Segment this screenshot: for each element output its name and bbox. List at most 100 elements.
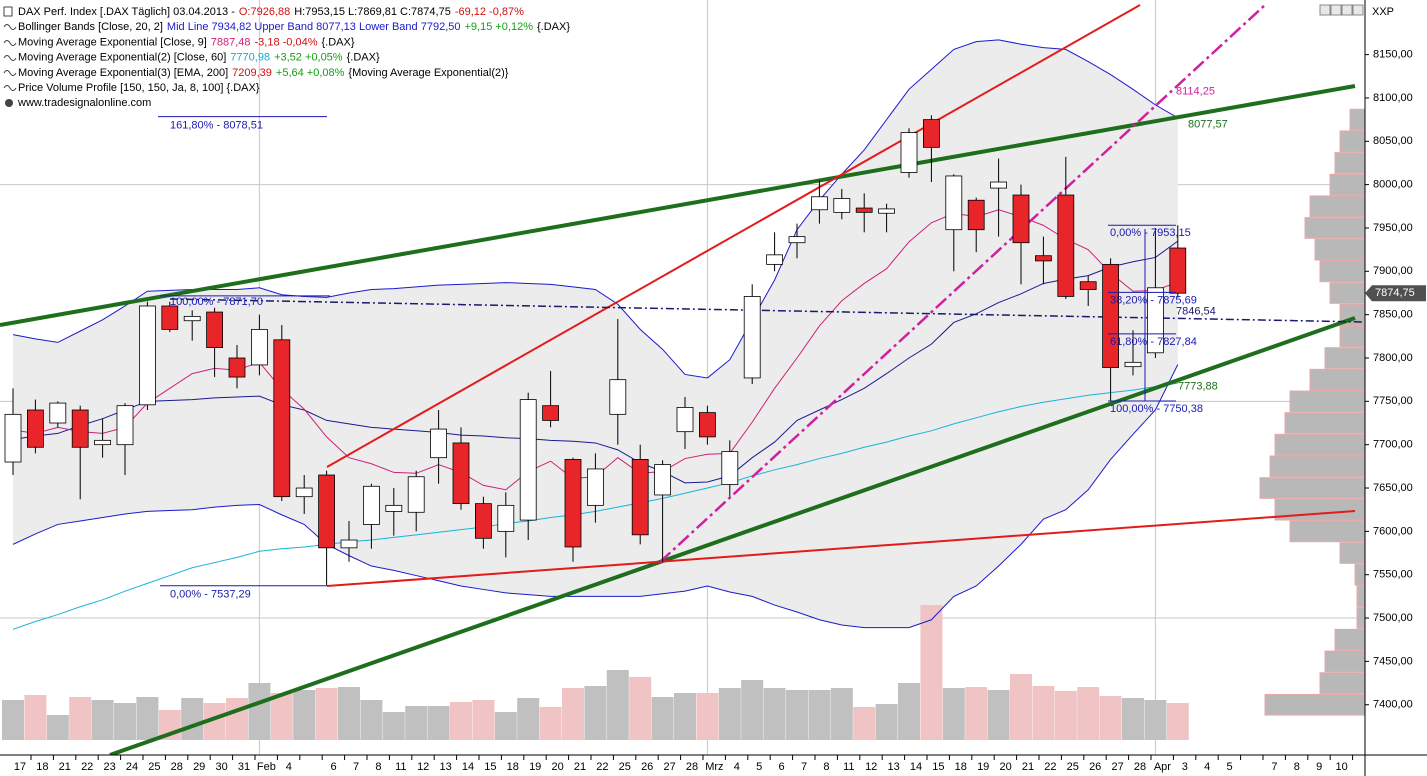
x-tick-label: 15 [932,761,944,773]
last-price-label: 7874,75 [1375,287,1415,299]
annotation: 0,00% - 7537,29 [170,589,251,601]
volume-bar [472,700,495,740]
axis-label: XXP [1372,6,1394,18]
x-tick-label: 21 [59,761,71,773]
legend-text: {Moving Average Exponential(2)} [348,67,508,79]
volume-bar [338,687,360,740]
candle-body [743,296,761,379]
candle-body [1169,247,1187,294]
profile-bar [1349,108,1365,131]
volume-bar [539,707,562,740]
y-tick-label: 7950,00 [1373,222,1413,234]
candle-body [250,328,268,366]
candle-body [94,439,111,446]
candle-body [318,474,336,549]
legend-text: Bollinger Bands [Close, 20, 2] [18,21,163,33]
time-axis-bg [0,755,1427,776]
candle-body [721,451,739,485]
legend-icon [5,99,13,107]
last-price-tag [1365,285,1426,302]
profile-bar [1324,650,1365,673]
candle-body [788,236,806,244]
toolbar-button[interactable] [1352,4,1364,16]
x-tick-label: 9 [1316,761,1322,773]
x-tick-label: 29 [193,761,205,773]
x-tick-label: 17 [14,761,26,773]
x-tick-label: 23 [103,761,115,773]
volume-bar [651,697,674,740]
toolbar-button[interactable] [1330,4,1342,16]
annotation: 100,00% - 7871,70 [170,296,263,308]
volume [2,605,1189,740]
legend-text: 7887,48 [211,36,251,48]
profile-bar [1284,412,1365,434]
trend-line [326,4,1141,468]
candle-body [49,402,67,424]
profile-bar [1309,368,1365,391]
legend-text: DAX Perf. Index [.DAX Täglich] 03.04.201… [18,6,235,18]
profile-bar [1259,477,1365,499]
x-tick-label: 14 [910,761,922,773]
candle-body [833,198,851,213]
x-tick-label: 19 [977,761,989,773]
profile-bar [1334,628,1365,651]
legend-text: -69,12 -0,87% [455,6,524,18]
legend-icon [3,40,17,46]
annotation: 61,80% - 7827,84 [1110,336,1197,348]
x-tick-label: 10 [1335,761,1347,773]
profile-bar [1319,260,1365,283]
x-tick-label: 26 [1089,761,1101,773]
candle-body [811,196,828,211]
x-tick-label: 25 [1067,761,1079,773]
volume-bar [830,688,853,740]
volume-bar [315,688,338,740]
volume-bar [942,688,965,740]
volume-bar [1122,698,1144,740]
legend-line: Moving Average Exponential(2) [Close, 60… [18,52,380,64]
legend-text: {.DAX} [322,36,355,48]
annotation: 100,00% - 7750,38 [1110,403,1203,415]
toolbar[interactable] [1319,4,1364,16]
volume-bar [584,686,607,740]
y-tick-label: 7500,00 [1373,612,1413,624]
y-tick-label: 7450,00 [1373,655,1413,667]
candle-body [990,181,1007,189]
legend-icon [3,24,17,30]
x-tick-label: 7 [1271,761,1277,773]
profile-bar [1339,325,1365,348]
volume-bar [494,712,517,740]
legend-line: Price Volume Profile [150, 150, Ja, 8, 1… [18,82,260,94]
candle-body [676,407,694,433]
profile-bar [1319,672,1365,694]
volume-bar [248,683,271,740]
profile-bar [1309,195,1365,218]
trend-line [109,316,1356,755]
legend-text: Moving Average Exponential [Close, 9] [18,36,207,48]
candle-body [497,504,515,532]
annotations: 161,80% - 8078,51 100,00% - 7871,70 0,00% … [158,86,1228,601]
x-tick-label: 30 [215,761,227,773]
volume-bar [114,703,136,740]
candle-body [1124,361,1142,368]
profile-bar [1356,607,1365,629]
candle-body [183,315,201,322]
x-tick-label: 18 [955,761,967,773]
candle-body [609,379,627,415]
volume-bar [517,698,540,740]
toolbar-button[interactable] [1341,4,1353,16]
x-tick-label: 8 [1294,761,1300,773]
x-tick-label: 31 [238,761,250,773]
legend-text: 7770,98 [230,52,270,64]
candle-body [654,464,671,496]
volume-bar [808,690,831,740]
y-tick-label: 7750,00 [1373,395,1413,407]
x-tick-label: 4 [286,761,292,773]
toolbar-button[interactable] [1319,4,1331,16]
volume-bar [1054,691,1077,740]
y-tick-label: 7700,00 [1373,439,1413,451]
legend-text: 7209,39 [232,67,272,79]
x-tick-label: 6 [331,761,337,773]
volume-bar [360,700,383,740]
x-tick-label: Apr [1154,761,1171,773]
